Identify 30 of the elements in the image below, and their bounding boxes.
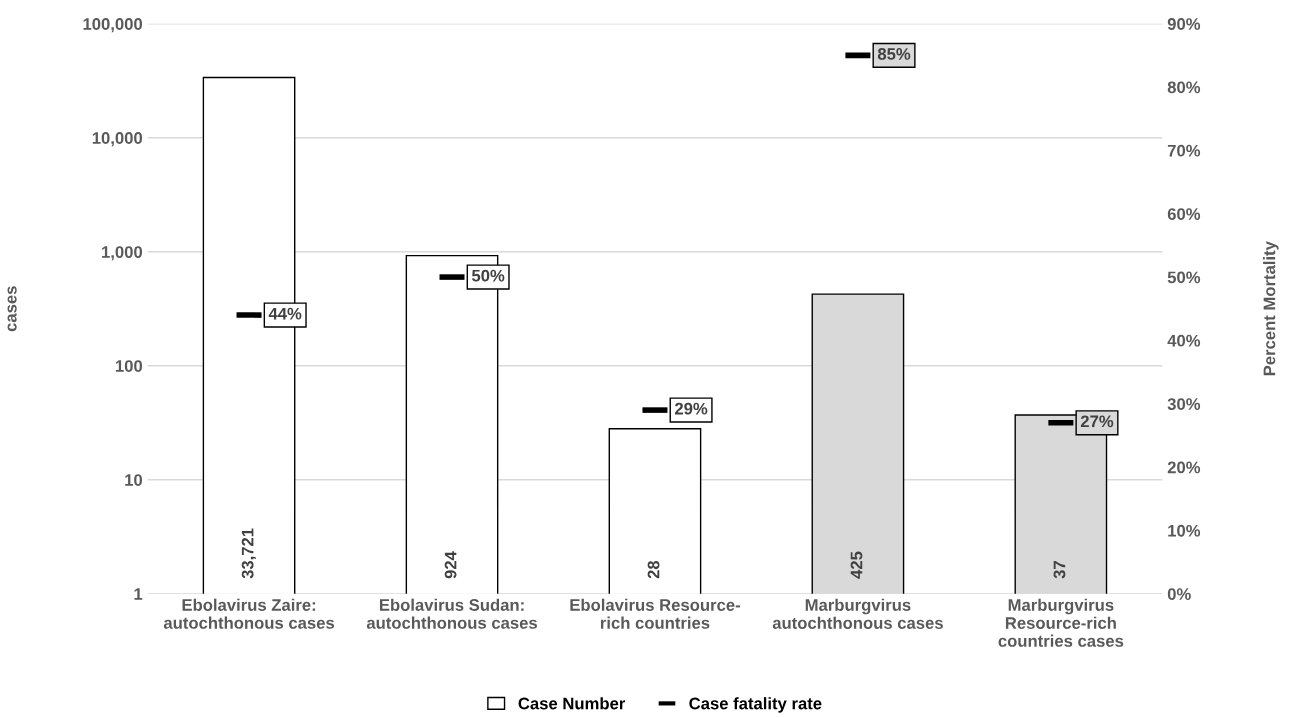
legend-label: Case fatality rate: [689, 697, 822, 713]
legend-label: Case Number: [518, 697, 626, 710]
y2-tick-label: 20%: [1167, 461, 1201, 474]
y2-axis-title: Percent Mortality: [1263, 241, 1279, 376]
y2-tick-label: 90%: [1167, 18, 1201, 30]
data-label: 37: [1053, 561, 1066, 579]
y2-tick-label: 80%: [1167, 81, 1201, 94]
y2-tick-label: 50%: [1167, 271, 1201, 284]
y-axis-title: cases: [7, 286, 17, 332]
data-label: 425: [850, 551, 863, 579]
x-tick-label: Ebolavirus Zaire: autochthonous cases: [163, 598, 335, 629]
y2-tick-label: 30%: [1167, 398, 1201, 410]
data-label: 33,721: [241, 528, 256, 579]
y2-tick-label: 40%: [1167, 334, 1201, 347]
x-tick-label: Ebolavirus Sudan: autochthonous cases: [366, 598, 537, 629]
y-tick-label: 100,000: [83, 18, 143, 33]
y-tick-label: 10,000: [92, 132, 143, 147]
y2-tick-label: 0%: [1167, 588, 1191, 600]
y-tick-label: 10: [125, 474, 143, 486]
y2-tick-label: 10%: [1168, 524, 1201, 537]
data-label: 28: [647, 560, 660, 579]
y2-tick-label: 70%: [1167, 144, 1201, 157]
x-tick-label: Marburgvirus autochthonous cases: [772, 598, 943, 629]
x-tick-label: Ebolavirus Resource- rich countries: [570, 598, 740, 629]
data-label: 924: [444, 551, 457, 579]
x-tick-label: Marburgvirus Resource-rich countries cases: [998, 598, 1124, 647]
y-tick-label: 1,000: [102, 246, 143, 261]
y-tick-label: 1: [134, 588, 143, 600]
y2-tick-label: 60%: [1167, 208, 1201, 220]
y-tick-label: 100: [115, 360, 143, 372]
